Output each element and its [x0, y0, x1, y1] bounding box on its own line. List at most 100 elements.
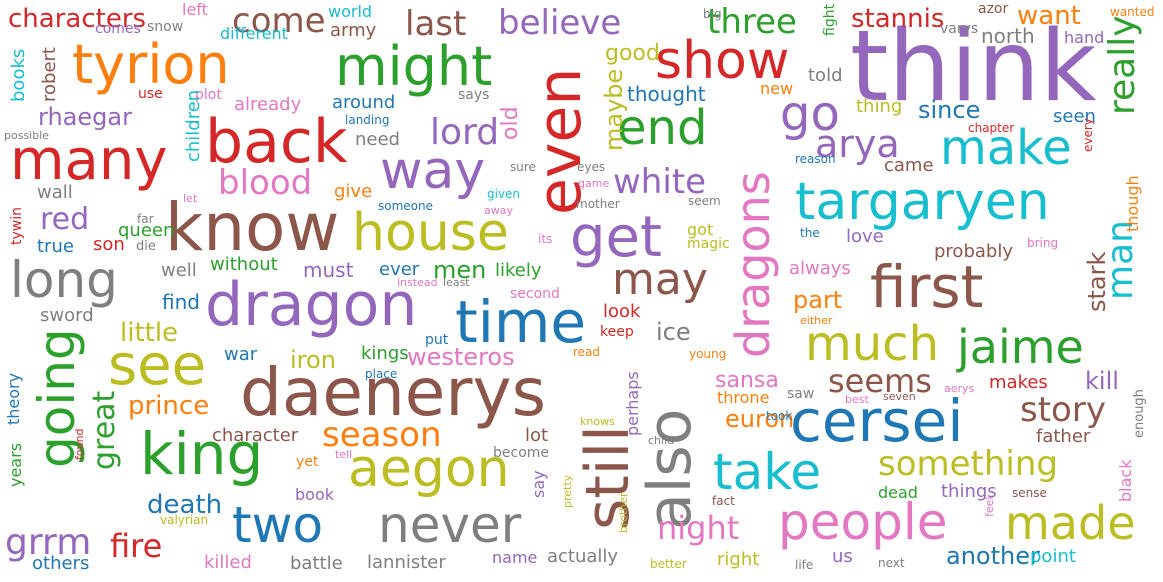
word-two: two	[232, 496, 324, 554]
word-come: come	[232, 1, 326, 41]
word-lot: lot	[525, 425, 549, 446]
word-enough: enough	[1132, 389, 1147, 438]
word-iron: iron	[290, 346, 336, 374]
word-find: find	[162, 290, 200, 314]
word-brother: brother	[617, 492, 630, 533]
word-dragons: dragons	[726, 171, 780, 358]
word-sure: sure	[510, 160, 536, 174]
word-son: son	[93, 234, 125, 255]
word-prince: prince	[128, 391, 210, 421]
word-made: made	[1005, 496, 1136, 550]
word-another: another	[946, 542, 1040, 570]
word-next: next	[878, 556, 905, 570]
word-name: name	[492, 548, 538, 567]
word-game: game	[578, 177, 610, 190]
word-story: story	[1020, 390, 1106, 430]
word-likely: likely	[495, 260, 542, 281]
word-love: love	[846, 226, 884, 247]
word-war: war	[224, 344, 258, 365]
word-need: need	[355, 129, 400, 150]
word-good: good	[605, 41, 660, 66]
word-say: say	[529, 470, 548, 498]
word-great: great	[87, 390, 122, 470]
word-knows: knows	[580, 415, 615, 428]
word-euron: euron	[725, 405, 795, 433]
word-go: go	[780, 86, 840, 142]
word-house: house	[352, 203, 509, 263]
word-place: place	[365, 367, 398, 381]
word-azor: azor	[978, 1, 1009, 17]
word-night: night	[657, 509, 740, 547]
word-true: true	[37, 236, 74, 257]
word-black: black	[1116, 459, 1135, 502]
word-tywin: tywin	[9, 207, 25, 245]
word-says: says	[458, 87, 490, 103]
word-around: around	[332, 92, 396, 113]
word-characters: characters	[8, 4, 147, 34]
word-already: already	[234, 94, 302, 115]
word-plot: plot	[195, 87, 222, 103]
word-books: books	[8, 48, 29, 102]
word-never: never	[378, 496, 522, 554]
word-season: season	[322, 415, 442, 455]
word-put: put	[425, 332, 449, 348]
word-feel: feel	[983, 496, 996, 517]
word-always: always	[789, 258, 851, 279]
word-robert: robert	[39, 47, 60, 102]
word-makes: makes	[989, 372, 1048, 393]
word-king: king	[140, 420, 264, 488]
word-comes: comes	[95, 21, 141, 37]
word-possible: possible	[4, 129, 50, 142]
word-even: even	[525, 67, 595, 215]
word-instead: instead	[397, 276, 438, 289]
word-right: right	[717, 549, 760, 570]
word-thing: thing	[856, 96, 903, 117]
word-book: book	[295, 485, 334, 504]
word-keep: keep	[600, 324, 634, 340]
word-rhaegar: rhaegar	[38, 103, 132, 131]
word-chapter: chapter	[968, 121, 1015, 135]
word-us: us	[832, 546, 853, 567]
word-second: second	[510, 286, 560, 302]
word-better: better	[650, 557, 687, 571]
word-take: take	[713, 443, 822, 501]
word-seen: seen	[1053, 106, 1096, 127]
word-dragon: dragon	[205, 270, 418, 340]
word-give: give	[334, 181, 373, 202]
word-hand: hand	[1064, 28, 1105, 47]
word-see: see	[108, 333, 207, 398]
word-show: show	[655, 31, 790, 91]
word-every: every	[1081, 118, 1095, 152]
word-much: much	[805, 316, 939, 372]
word-sword: sword	[40, 305, 94, 326]
word-seems: seems	[828, 362, 932, 400]
word-child: child	[648, 434, 675, 447]
word-arya: arya	[815, 122, 900, 166]
word-pretty: pretty	[561, 474, 574, 508]
word-varys: varys	[940, 21, 979, 37]
word-know: know	[165, 189, 340, 266]
word-people: people	[778, 493, 948, 551]
word-targaryen: targaryen	[795, 172, 1050, 232]
word-aerys: aerys	[944, 382, 975, 395]
word-jaime: jaime	[957, 320, 1084, 374]
word-sense: sense	[1012, 486, 1047, 500]
word-way: way	[380, 141, 486, 201]
word-theory: theory	[4, 372, 23, 425]
word-thought: thought	[627, 82, 706, 106]
word-actually: actually	[547, 546, 619, 567]
word-first: first	[870, 253, 984, 321]
word-ever: ever	[379, 259, 420, 280]
word-death: death	[147, 490, 223, 520]
word-kings: kings	[361, 343, 409, 364]
word-aegon: aegon	[348, 439, 510, 499]
word-sansa: sansa	[715, 368, 779, 393]
word-best: best	[845, 393, 869, 406]
word-stannis: stannis	[851, 4, 945, 34]
word-north: north	[981, 24, 1035, 48]
word-years: years	[6, 442, 25, 487]
word-someone: someone	[378, 199, 433, 213]
word-world: world	[328, 2, 373, 21]
word-tell: tell	[335, 448, 353, 461]
word-use: use	[138, 86, 163, 102]
